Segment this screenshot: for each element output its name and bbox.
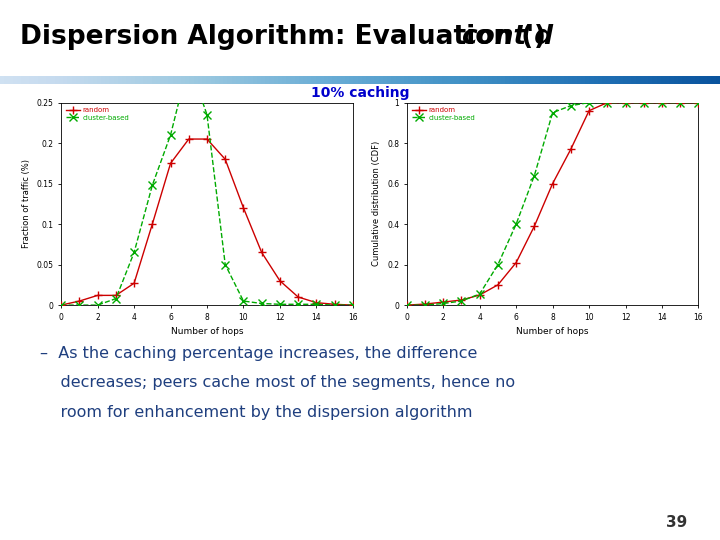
- cluster-based: [221, 261, 230, 268]
- random: [148, 221, 157, 227]
- Text: –  As the caching percentage increases, the difference: – As the caching percentage increases, t…: [40, 346, 477, 361]
- cluster-based: [585, 99, 593, 106]
- cluster-based: [203, 112, 212, 118]
- cluster-based: [657, 99, 666, 106]
- cluster-based: [257, 300, 266, 307]
- random: [130, 280, 138, 286]
- X-axis label: Number of hops: Number of hops: [516, 327, 589, 336]
- random: [184, 136, 193, 142]
- Text: 39: 39: [666, 515, 688, 530]
- cluster-based: [420, 302, 429, 308]
- cluster-based: [276, 301, 284, 307]
- random: [694, 99, 703, 106]
- cluster-based: [112, 295, 120, 302]
- cluster-based: [184, 59, 193, 65]
- random: [348, 302, 357, 308]
- random: [585, 107, 593, 114]
- cluster-based: [348, 302, 357, 308]
- Text: decreases; peers cache most of the segments, hence no: decreases; peers cache most of the segme…: [40, 375, 515, 390]
- Legend: random, cluster-based: random, cluster-based: [65, 106, 131, 122]
- cluster-based: [57, 302, 66, 308]
- Text: room for enhancement by the dispersion algorithm: room for enhancement by the dispersion a…: [40, 405, 472, 420]
- random: [203, 136, 212, 142]
- Text: Dispersion Algorithm: Evaluation (: Dispersion Algorithm: Evaluation (: [20, 24, 534, 50]
- Line: random: random: [402, 98, 703, 309]
- cluster-based: [621, 99, 630, 106]
- random: [439, 299, 448, 305]
- random: [294, 294, 302, 300]
- random: [276, 278, 284, 284]
- cluster-based: [475, 291, 484, 297]
- random: [330, 301, 339, 307]
- random: [57, 302, 66, 308]
- random: [402, 302, 411, 308]
- random: [166, 160, 175, 166]
- cluster-based: [166, 132, 175, 138]
- random: [312, 299, 320, 306]
- Y-axis label: Cumulative distribution (CDF): Cumulative distribution (CDF): [372, 141, 382, 266]
- random: [257, 249, 266, 255]
- random: [94, 292, 102, 299]
- cluster-based: [75, 302, 84, 308]
- cluster-based: [148, 182, 157, 188]
- cluster-based: [694, 99, 703, 106]
- Legend: random, cluster-based: random, cluster-based: [410, 106, 477, 122]
- random: [420, 301, 429, 307]
- random: [567, 146, 575, 152]
- X-axis label: Number of hops: Number of hops: [171, 327, 243, 336]
- Line: cluster-based: cluster-based: [402, 98, 703, 309]
- cluster-based: [676, 99, 685, 106]
- Line: cluster-based: cluster-based: [57, 58, 357, 309]
- random: [512, 259, 521, 266]
- cluster-based: [494, 261, 503, 268]
- cluster-based: [294, 301, 302, 307]
- Line: random: random: [57, 135, 357, 309]
- Text: 10% caching: 10% caching: [311, 86, 409, 100]
- random: [239, 205, 248, 211]
- cluster-based: [239, 298, 248, 304]
- cluster-based: [402, 302, 411, 308]
- cluster-based: [548, 110, 557, 116]
- random: [475, 292, 484, 298]
- random: [75, 298, 84, 304]
- random: [657, 99, 666, 106]
- cluster-based: [530, 172, 539, 179]
- random: [494, 282, 503, 288]
- random: [112, 292, 120, 299]
- cluster-based: [130, 249, 138, 255]
- cluster-based: [512, 221, 521, 227]
- Text: ): ): [534, 24, 546, 50]
- random: [548, 180, 557, 187]
- random: [639, 99, 648, 106]
- cluster-based: [330, 302, 339, 308]
- random: [457, 297, 466, 303]
- cluster-based: [603, 99, 611, 106]
- cluster-based: [439, 300, 448, 307]
- cluster-based: [567, 103, 575, 109]
- Y-axis label: Fraction of traffic (%): Fraction of traffic (%): [22, 159, 31, 248]
- Text: cont'd: cont'd: [461, 24, 553, 50]
- random: [676, 99, 685, 106]
- cluster-based: [312, 301, 320, 307]
- cluster-based: [639, 99, 648, 106]
- random: [603, 99, 611, 106]
- cluster-based: [457, 298, 466, 304]
- cluster-based: [94, 302, 102, 308]
- random: [221, 156, 230, 163]
- random: [621, 99, 630, 106]
- random: [530, 223, 539, 230]
